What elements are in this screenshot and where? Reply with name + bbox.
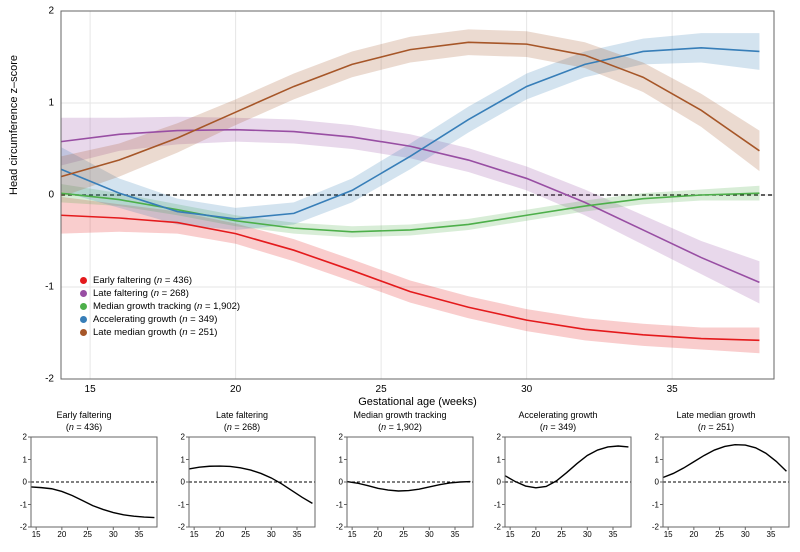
figure-container: Head circumference z–score Gestational a… — [0, 0, 800, 552]
mini-chart-svg — [30, 436, 158, 528]
mini-x-tick: 20 — [373, 528, 382, 539]
y-tick-label: 2 — [48, 6, 60, 17]
legend-marker-icon — [80, 290, 87, 297]
legend-item: Late median growth (n = 251) — [80, 327, 240, 338]
legend-marker-icon — [80, 316, 87, 323]
mini-y-tick: 2 — [23, 433, 30, 442]
mini-chart-panel: Late median growth(n = 251) -2 -1 0 1 2 15 20 25… — [642, 410, 790, 545]
mini-y-tick: 1 — [655, 455, 662, 464]
mini-chart-svg — [188, 436, 316, 528]
mini-y-tick: 2 — [655, 433, 662, 442]
mini-y-tick: -2 — [178, 523, 188, 532]
x-axis-label: Gestational age (weeks) — [60, 396, 775, 408]
mini-chart-panel: Median growth tracking(n = 1,902) -2 -1 0 1 2… — [326, 410, 474, 545]
mini-x-tick: 20 — [57, 528, 66, 539]
mini-y-tick: 0 — [23, 478, 30, 487]
mini-y-tick: 0 — [181, 478, 188, 487]
legend-marker-icon — [80, 303, 87, 310]
mini-chart-title: Accelerating growth(n = 349) — [484, 410, 632, 436]
mini-chart-svg — [346, 436, 474, 528]
x-tick-label: 30 — [521, 380, 532, 395]
mini-y-tick: -2 — [494, 523, 504, 532]
mini-y-tick: -1 — [494, 500, 504, 509]
x-tick-label: 25 — [376, 380, 387, 395]
y-axis-label: Head circumference z–score — [8, 55, 20, 195]
mini-x-tick: 35 — [293, 528, 302, 539]
mini-x-tick: 35 — [767, 528, 776, 539]
mini-y-tick: 1 — [181, 455, 188, 464]
mini-x-tick: 30 — [741, 528, 750, 539]
legend-item: Early faltering (n = 436) — [80, 275, 240, 286]
mini-y-tick: 2 — [497, 433, 504, 442]
legend-marker-icon — [80, 277, 87, 284]
mini-y-tick: -2 — [336, 523, 346, 532]
mini-y-tick: 0 — [655, 478, 662, 487]
mini-x-tick: 15 — [348, 528, 357, 539]
mini-y-tick: 0 — [497, 478, 504, 487]
x-tick-label: 20 — [230, 380, 241, 395]
mini-chart-title: Late faltering(n = 268) — [168, 410, 316, 436]
mini-y-tick: 1 — [497, 455, 504, 464]
mini-x-tick: 25 — [399, 528, 408, 539]
x-tick-label: 35 — [667, 380, 678, 395]
y-tick-label: -1 — [45, 282, 60, 293]
main-chart: Gestational age (weeks) Early faltering … — [60, 10, 775, 380]
mini-chart-panel: Early faltering(n = 436) -2 -1 0 1 2 15 20 25 30 3… — [10, 410, 158, 545]
mini-y-tick: -1 — [178, 500, 188, 509]
mini-x-tick: 30 — [583, 528, 592, 539]
mini-y-tick: -2 — [20, 523, 30, 532]
x-tick-label: 15 — [85, 380, 96, 395]
legend-item: Accelerating growth (n = 349) — [80, 314, 240, 325]
mini-x-tick: 25 — [715, 528, 724, 539]
mini-x-tick: 35 — [451, 528, 460, 539]
mini-y-tick: 1 — [23, 455, 30, 464]
mini-x-tick: 20 — [215, 528, 224, 539]
mini-chart-panel: Accelerating growth(n = 349) -2 -1 0 1 2 15 20 2… — [484, 410, 632, 545]
mini-x-tick: 35 — [609, 528, 618, 539]
legend-label: Late median growth (n = 251) — [93, 327, 217, 338]
mini-x-tick: 25 — [241, 528, 250, 539]
mini-chart-row: Early faltering(n = 436)-2-1012152025303… — [10, 410, 790, 545]
mini-x-tick: 20 — [531, 528, 540, 539]
mini-y-tick: 2 — [181, 433, 188, 442]
mini-x-tick: 15 — [190, 528, 199, 539]
mini-x-tick: 30 — [425, 528, 434, 539]
mini-x-tick: 35 — [135, 528, 144, 539]
mini-y-tick: 2 — [339, 433, 346, 442]
mini-y-tick: -2 — [652, 523, 662, 532]
legend-item: Median growth tracking (n = 1,902) — [80, 301, 240, 312]
mini-y-tick: -1 — [20, 500, 30, 509]
mini-y-tick: -1 — [652, 500, 662, 509]
mini-chart-title: Early faltering(n = 436) — [10, 410, 158, 436]
mini-x-tick: 15 — [664, 528, 673, 539]
legend-label: Median growth tracking (n = 1,902) — [93, 301, 240, 312]
mini-x-tick: 20 — [689, 528, 698, 539]
mini-y-tick: 0 — [339, 478, 346, 487]
legend-label: Early faltering (n = 436) — [93, 275, 192, 286]
mini-x-tick: 15 — [32, 528, 41, 539]
mini-x-tick: 25 — [557, 528, 566, 539]
legend-item: Late faltering (n = 268) — [80, 288, 240, 299]
mini-y-tick: -1 — [336, 500, 346, 509]
y-tick-label: 1 — [48, 98, 60, 109]
mini-x-tick: 15 — [506, 528, 515, 539]
mini-x-tick: 25 — [83, 528, 92, 539]
legend-marker-icon — [80, 329, 87, 336]
legend: Early faltering (n = 436) Late faltering … — [80, 275, 240, 340]
mini-x-tick: 30 — [109, 528, 118, 539]
mini-chart-title: Late median growth(n = 251) — [642, 410, 790, 436]
mini-chart-svg — [662, 436, 790, 528]
mini-chart-title: Median growth tracking(n = 1,902) — [326, 410, 474, 436]
mini-chart-svg — [504, 436, 632, 528]
y-tick-label: 0 — [48, 190, 60, 201]
mini-chart-panel: Late faltering(n = 268) -2 -1 0 1 2 15 20 25 30 35 — [168, 410, 316, 545]
mini-x-tick: 30 — [267, 528, 276, 539]
legend-label: Accelerating growth (n = 349) — [93, 314, 217, 325]
legend-label: Late faltering (n = 268) — [93, 288, 189, 299]
mini-y-tick: 1 — [339, 455, 346, 464]
y-tick-label: -2 — [45, 374, 60, 385]
